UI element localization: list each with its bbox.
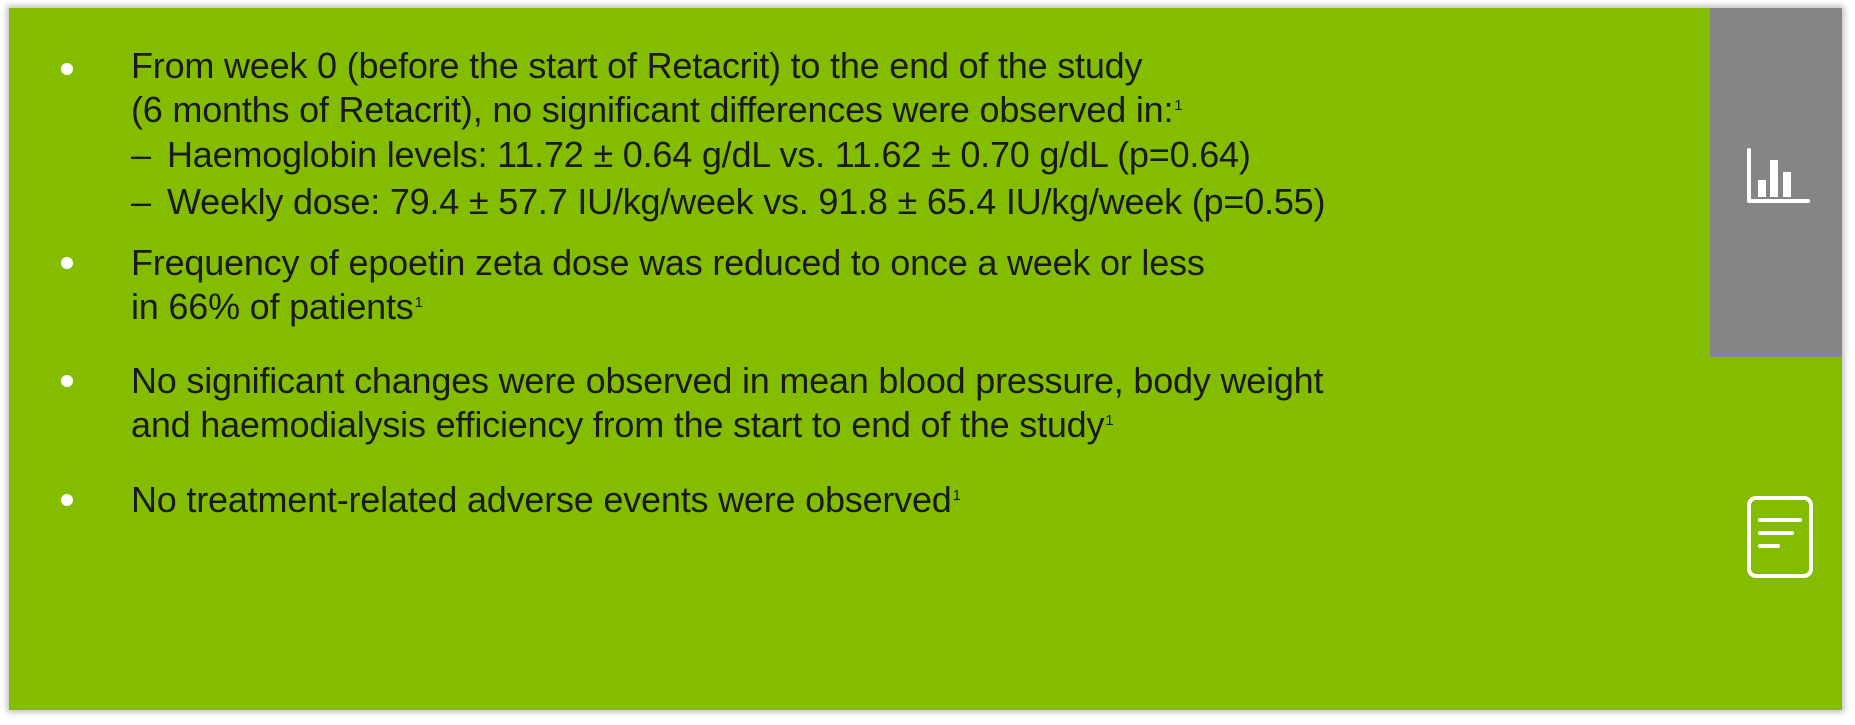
bullet-text: Frequency of epoetin zeta dose was reduc… bbox=[131, 241, 1531, 329]
bullet-text: No treatment-related adverse events were… bbox=[131, 478, 1531, 522]
notes-button[interactable] bbox=[1746, 495, 1814, 584]
bullet-text: No significant changes were observed in … bbox=[131, 359, 1531, 447]
bullet-line: No treatment-related adverse events were… bbox=[131, 479, 952, 520]
bullet-line-with-ref: and haemodialysis efficiency from the st… bbox=[131, 403, 1531, 447]
sub-item-dash: – bbox=[131, 181, 151, 222]
bullet-dot bbox=[61, 375, 73, 387]
document-icon bbox=[1747, 496, 1813, 578]
reference-marker: 1 bbox=[1174, 97, 1183, 114]
bullet-line: No significant changes were observed in … bbox=[131, 360, 1324, 401]
sub-item-dash: – bbox=[131, 134, 151, 175]
bullet-line-with-ref: No treatment-related adverse events were… bbox=[131, 478, 1531, 522]
bullet-line: Frequency of epoetin zeta dose was reduc… bbox=[131, 242, 1205, 283]
bullet-line: From week 0 (before the start of Retacri… bbox=[131, 45, 1143, 86]
bar-chart-icon bbox=[1747, 148, 1810, 203]
bullet-line-with-ref: (6 months of Retacrit), no significant d… bbox=[131, 88, 1531, 132]
bullet-dot bbox=[61, 257, 73, 269]
bullet-line: and haemodialysis efficiency from the st… bbox=[131, 404, 1105, 445]
content-panel: From week 0 (before the start of Retacri… bbox=[9, 8, 1842, 710]
bullet-text: From week 0 (before the start of Retacri… bbox=[131, 44, 1531, 132]
chart-tab-button[interactable] bbox=[1710, 8, 1842, 357]
sub-item-text: Weekly dose: 79.4 ± 57.7 IU/kg/week vs. … bbox=[167, 181, 1326, 222]
sub-item-text: Haemoglobin levels: 11.72 ± 0.64 g/dL vs… bbox=[167, 134, 1251, 175]
bullet-line: in 66% of patients bbox=[131, 286, 414, 327]
bullet-line: (6 months of Retacrit), no significant d… bbox=[131, 89, 1174, 130]
reference-marker: 1 bbox=[414, 294, 423, 311]
bullet-dot bbox=[61, 494, 73, 506]
reference-marker: 1 bbox=[952, 487, 961, 504]
bullet-dot bbox=[61, 63, 73, 75]
reference-marker: 1 bbox=[1105, 412, 1114, 429]
bullet-line-with-ref: in 66% of patients1 bbox=[131, 285, 1531, 329]
